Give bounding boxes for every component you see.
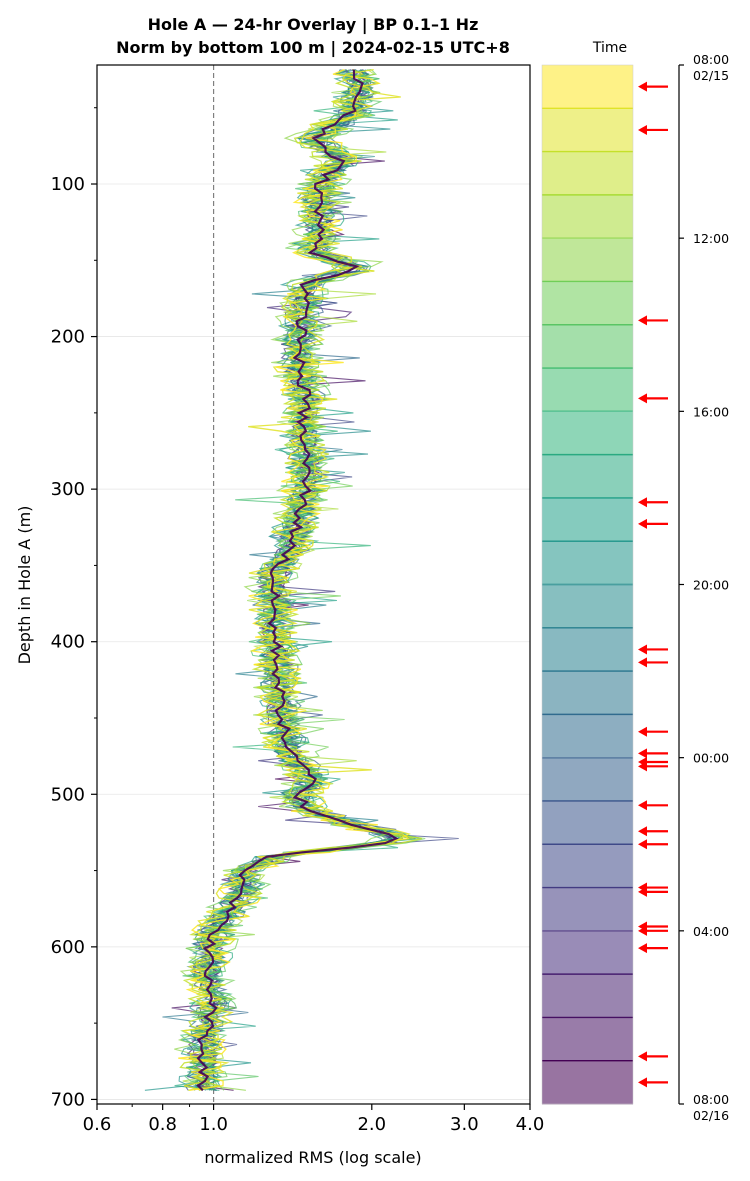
- colorbar-band-22: [542, 974, 633, 1018]
- colorbar-band-1: [542, 65, 633, 109]
- series-line-median: [196, 69, 399, 1092]
- x-tick-label-3.0: 3.0: [450, 1114, 479, 1135]
- colorbar-band-12: [542, 541, 633, 585]
- colorbar-band-19: [542, 844, 633, 889]
- time-start-date: 02/15: [693, 68, 729, 83]
- colorbar-band-9: [542, 411, 633, 456]
- colorbar-label: Time: [592, 40, 627, 56]
- colorbar-band-5: [542, 238, 633, 282]
- colorbar-band-17: [542, 757, 633, 802]
- colorbar-band-11: [542, 497, 633, 542]
- plot-frame: [96, 64, 531, 1105]
- colorbar-band-13: [542, 584, 633, 629]
- time-tick-label-2: 16:00: [693, 404, 729, 419]
- colorbar-band-2: [542, 108, 633, 153]
- y-tick-label-400: 400: [51, 632, 85, 653]
- x-axis-label: normalized RMS (log scale): [204, 1148, 421, 1167]
- colorbar-band-3: [542, 151, 633, 196]
- colorbar-frame: [541, 64, 634, 1105]
- event-markers: [638, 81, 668, 1088]
- event-marker-15: [638, 839, 668, 850]
- time-tick-label-3: 20:00: [693, 578, 729, 593]
- y-axis-ticks: 100 200 300 400 500 600 700: [51, 107, 97, 1110]
- series-line-21: [182, 69, 414, 1091]
- event-marker-9: [638, 726, 668, 737]
- y-tick-label-700: 700: [51, 1089, 85, 1110]
- colorbar-band-16: [542, 714, 633, 759]
- event-marker-10: [638, 748, 668, 759]
- y-tick-label-600: 600: [51, 937, 85, 958]
- x-tick-label-2.0: 2.0: [357, 1114, 386, 1135]
- event-marker-3: [638, 315, 668, 326]
- y-tick-label-200: 200: [51, 327, 85, 348]
- time-tick-label-5: 04:00: [693, 924, 729, 939]
- time-tick-label-4: 00:00: [693, 751, 729, 766]
- time-end-date: 02/16: [693, 1108, 729, 1123]
- colorbar-band-21: [542, 930, 633, 975]
- colorbar-band-23: [542, 1017, 633, 1062]
- colorbar-band-24: [542, 1060, 633, 1105]
- time-tick-label-6: 08:00: [693, 1092, 729, 1107]
- y-tick-label-500: 500: [51, 784, 85, 805]
- y-tick-label-300: 300: [51, 479, 85, 500]
- event-marker-20: [638, 943, 668, 954]
- colorbar: [541, 64, 634, 1105]
- event-marker-4: [638, 393, 668, 404]
- colorbar-band-8: [542, 368, 633, 412]
- x-tick-label-0.6: 0.6: [83, 1114, 112, 1135]
- plot-area: 0.6 0.8 1.0 2.0 3.0 4.0 100 200 300 400 500 600 700: [51, 64, 545, 1135]
- chart-title-line-1: Hole A — 24-hr Overlay | BP 0.1–1 Hz: [148, 15, 479, 35]
- event-marker-22: [638, 1077, 668, 1088]
- event-marker-7: [638, 644, 668, 655]
- time-tick-label-0: 08:00: [693, 52, 729, 67]
- colorbar-band-15: [542, 671, 633, 715]
- x-axis-ticks: 0.6 0.8 1.0 2.0 3.0 4.0: [83, 1104, 545, 1135]
- colorbar-band-6: [542, 281, 633, 326]
- colorbar-band-7: [542, 324, 633, 369]
- colorbar-band-18: [542, 800, 633, 845]
- colorbar-band-20: [542, 887, 633, 932]
- event-marker-17: [638, 886, 668, 897]
- event-marker-13: [638, 800, 668, 811]
- colorbar-ticks: 08:0012:0016:0020:0000:0004:0008:0002/15…: [542, 52, 729, 1123]
- colorbar-band-4: [542, 194, 633, 239]
- colorbar-band-10: [542, 454, 633, 499]
- event-marker-14: [638, 826, 668, 837]
- x-tick-label-4.0: 4.0: [516, 1114, 545, 1135]
- colorbar-band-14: [542, 627, 633, 672]
- event-marker-19: [638, 925, 668, 936]
- x-tick-label-1.0: 1.0: [199, 1114, 228, 1135]
- event-marker-8: [638, 657, 668, 668]
- series-lines: [144, 68, 459, 1092]
- chart-title-line-2: Norm by bottom 100 m | 2024-02-15 UTC+8: [116, 38, 510, 58]
- y-axis-label: Depth in Hole A (m): [15, 506, 34, 665]
- event-marker-2: [638, 124, 668, 135]
- event-marker-12: [638, 761, 668, 772]
- x-tick-label-0.8: 0.8: [148, 1114, 177, 1135]
- event-marker-1: [638, 81, 668, 92]
- series-line-24: [178, 68, 410, 1091]
- event-marker-21: [638, 1051, 668, 1062]
- time-tick-label-1: 12:00: [693, 231, 729, 246]
- event-marker-6: [638, 518, 668, 529]
- event-marker-5: [638, 497, 668, 508]
- y-tick-label-100: 100: [51, 174, 85, 195]
